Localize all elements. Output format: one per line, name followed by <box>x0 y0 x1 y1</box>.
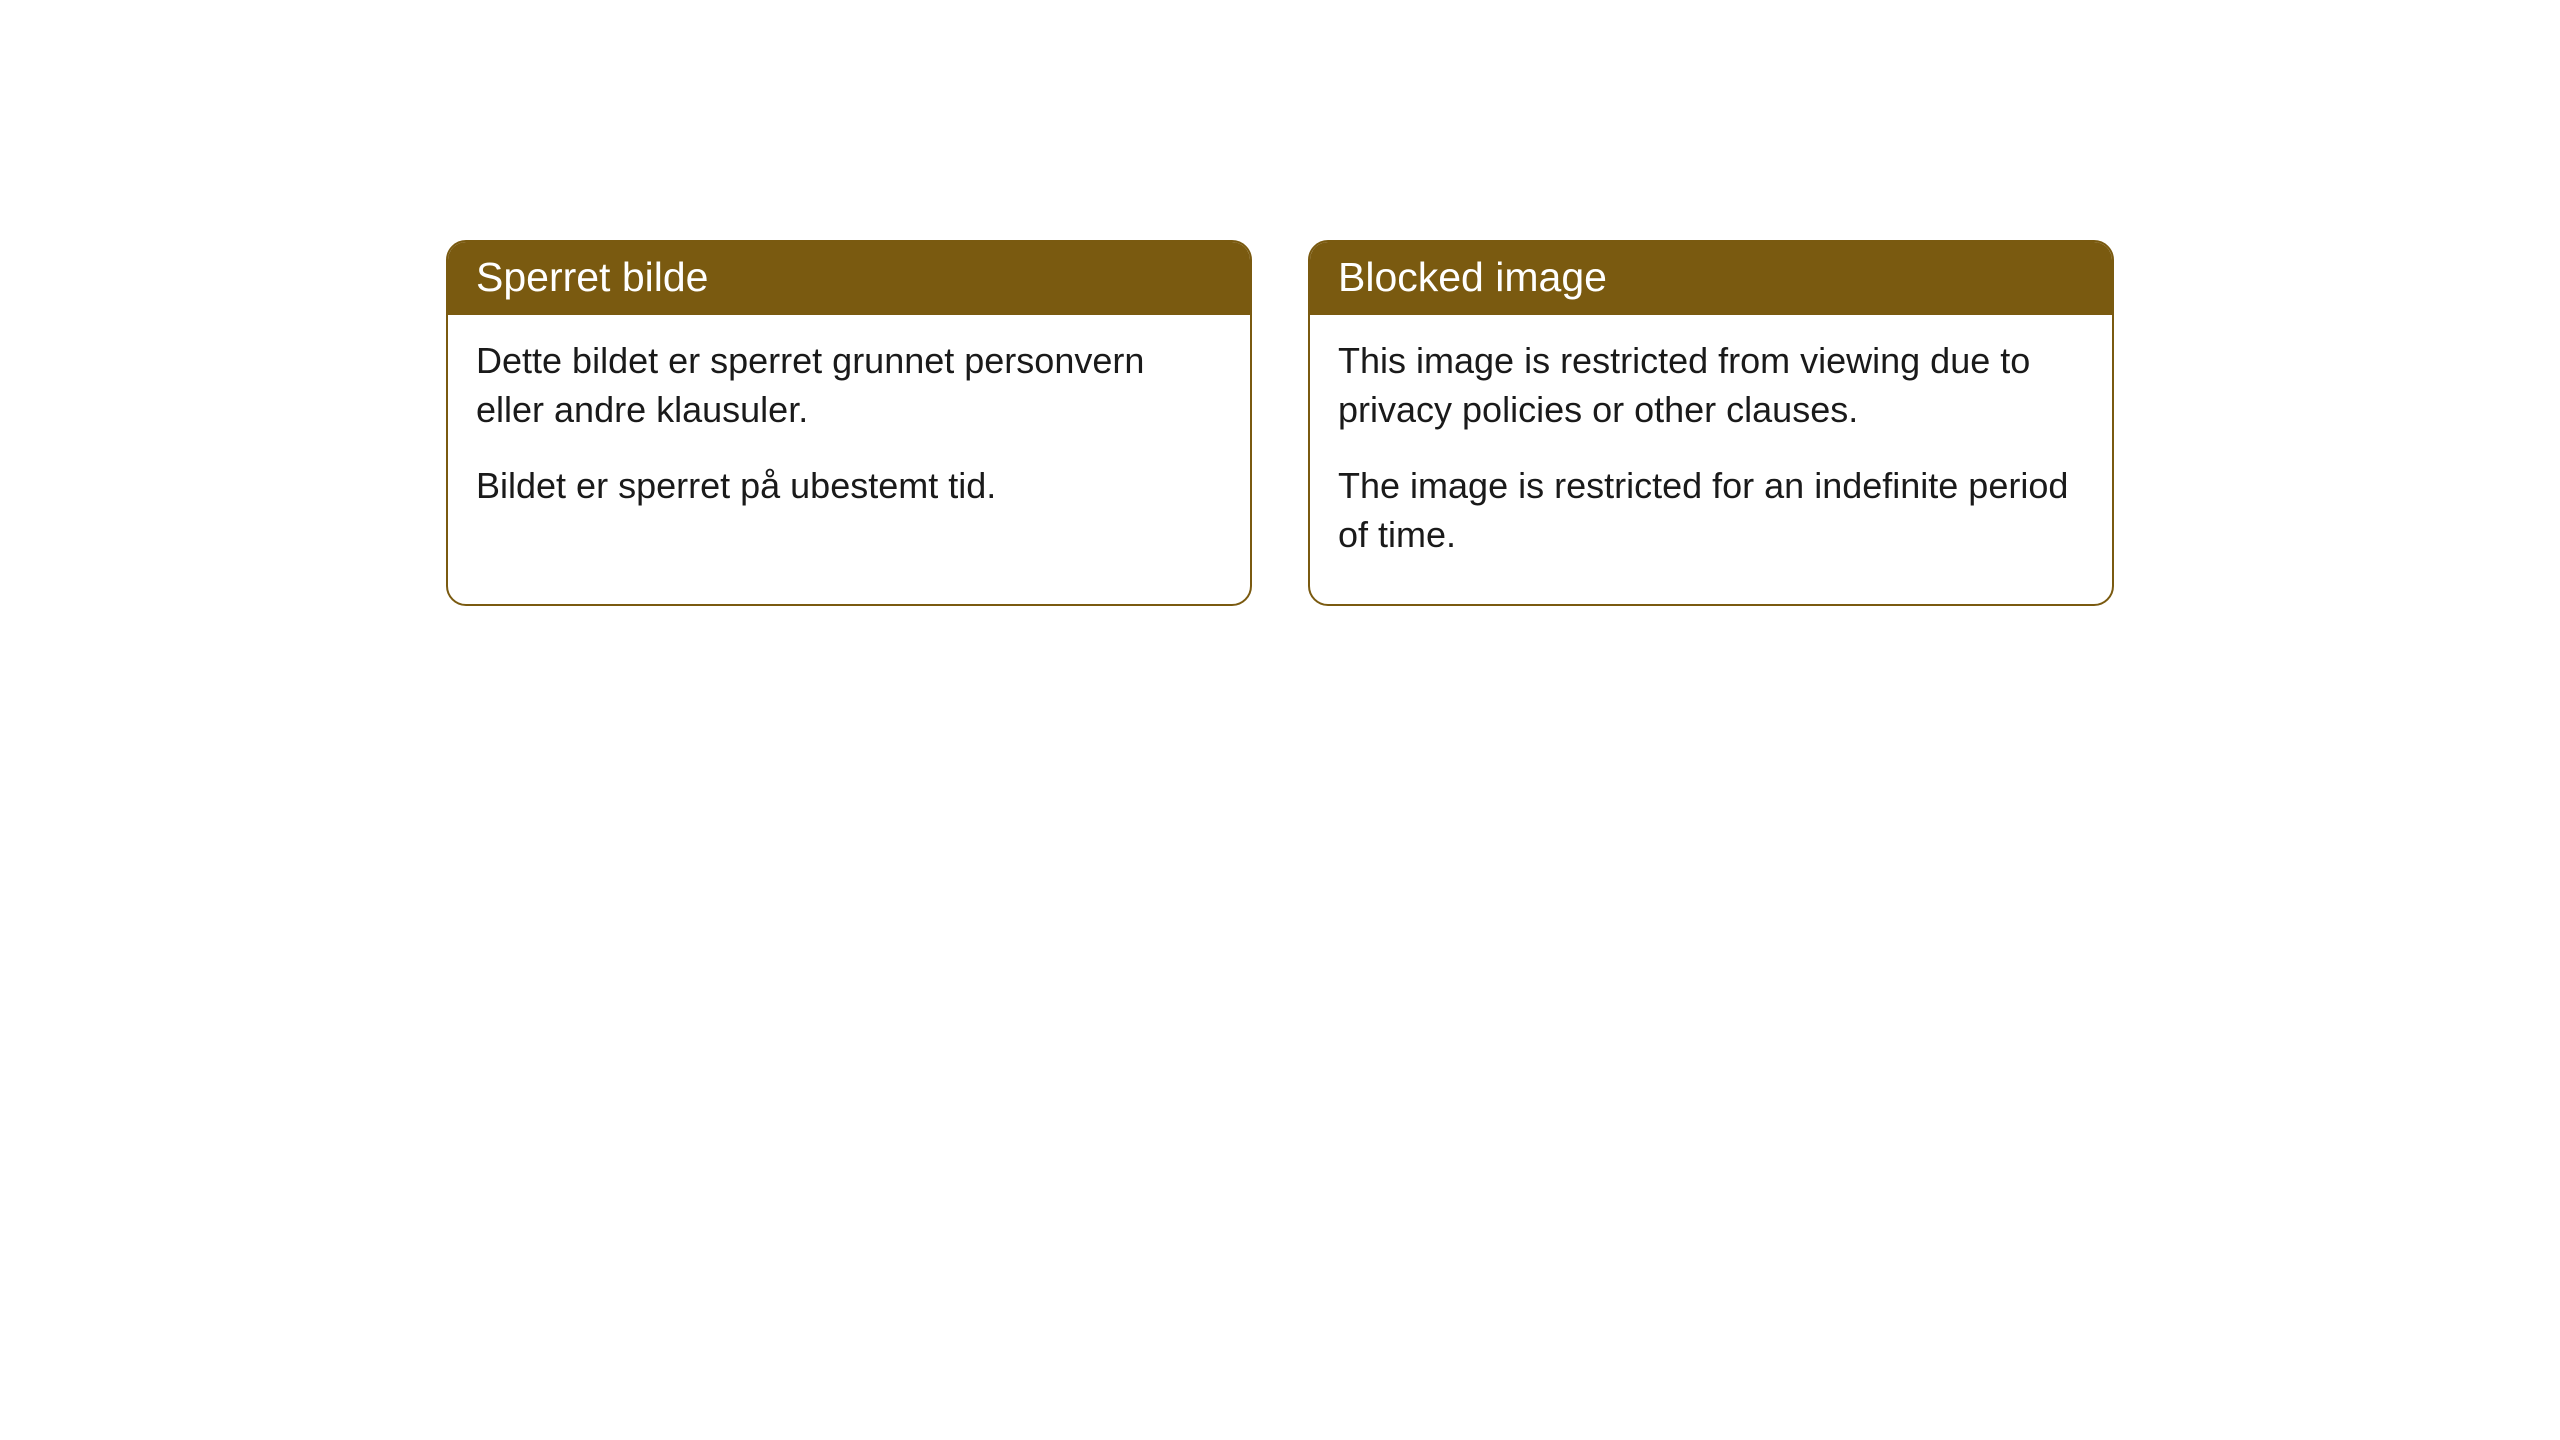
notice-card-english: Blocked image This image is restricted f… <box>1308 240 2114 606</box>
notice-paragraph: The image is restricted for an indefinit… <box>1338 462 2084 559</box>
notice-paragraph: Bildet er sperret på ubestemt tid. <box>476 462 1222 511</box>
notice-container: Sperret bilde Dette bildet er sperret gr… <box>0 240 2560 606</box>
card-body: This image is restricted from viewing du… <box>1310 315 2112 603</box>
notice-paragraph: This image is restricted from viewing du… <box>1338 337 2084 434</box>
notice-card-norwegian: Sperret bilde Dette bildet er sperret gr… <box>446 240 1252 606</box>
notice-paragraph: Dette bildet er sperret grunnet personve… <box>476 337 1222 434</box>
card-header: Sperret bilde <box>448 242 1250 315</box>
card-header: Blocked image <box>1310 242 2112 315</box>
card-body: Dette bildet er sperret grunnet personve… <box>448 315 1250 555</box>
